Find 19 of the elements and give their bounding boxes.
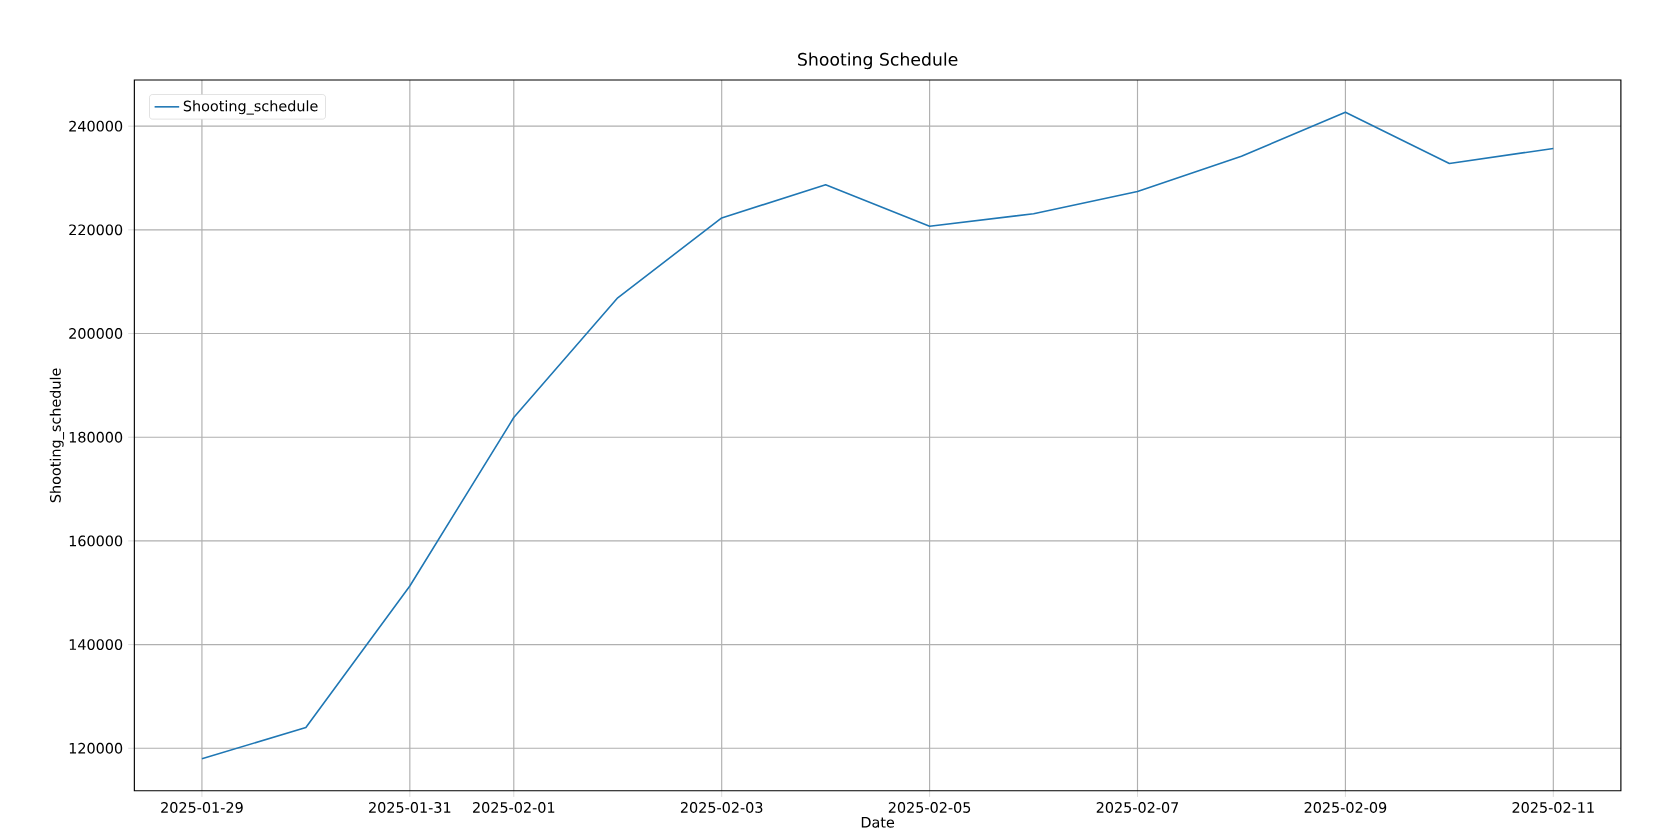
- x-tick-label: 2025-02-05: [888, 801, 971, 813]
- y-tick-label: 220000: [69, 224, 123, 236]
- chart-title: Shooting Schedule: [798, 52, 958, 69]
- x-tick-label: 2025-01-29: [161, 801, 243, 813]
- x-tick-label: 2025-02-11: [1512, 801, 1594, 813]
- x-tick-label: 2025-02-03: [680, 801, 763, 813]
- y-axis-title: Shooting_schedule: [49, 368, 65, 502]
- legend-label: Shooting_schedule: [183, 100, 318, 115]
- y-tick-label: 180000: [69, 431, 123, 443]
- y-tick-label: 240000: [69, 120, 123, 132]
- x-tick-label: 2025-02-07: [1096, 801, 1179, 813]
- y-tick-label: 160000: [69, 535, 123, 547]
- x-tick-label: 2025-02-09: [1304, 801, 1387, 813]
- y-tick-label: 120000: [69, 742, 123, 754]
- x-tick-label: 2025-01-31: [369, 801, 451, 813]
- x-tick-label: 2025-02-01: [473, 801, 555, 813]
- y-tick-label: 140000: [69, 638, 123, 650]
- y-tick-label: 200000: [69, 327, 123, 339]
- x-axis-title: Date: [861, 816, 895, 828]
